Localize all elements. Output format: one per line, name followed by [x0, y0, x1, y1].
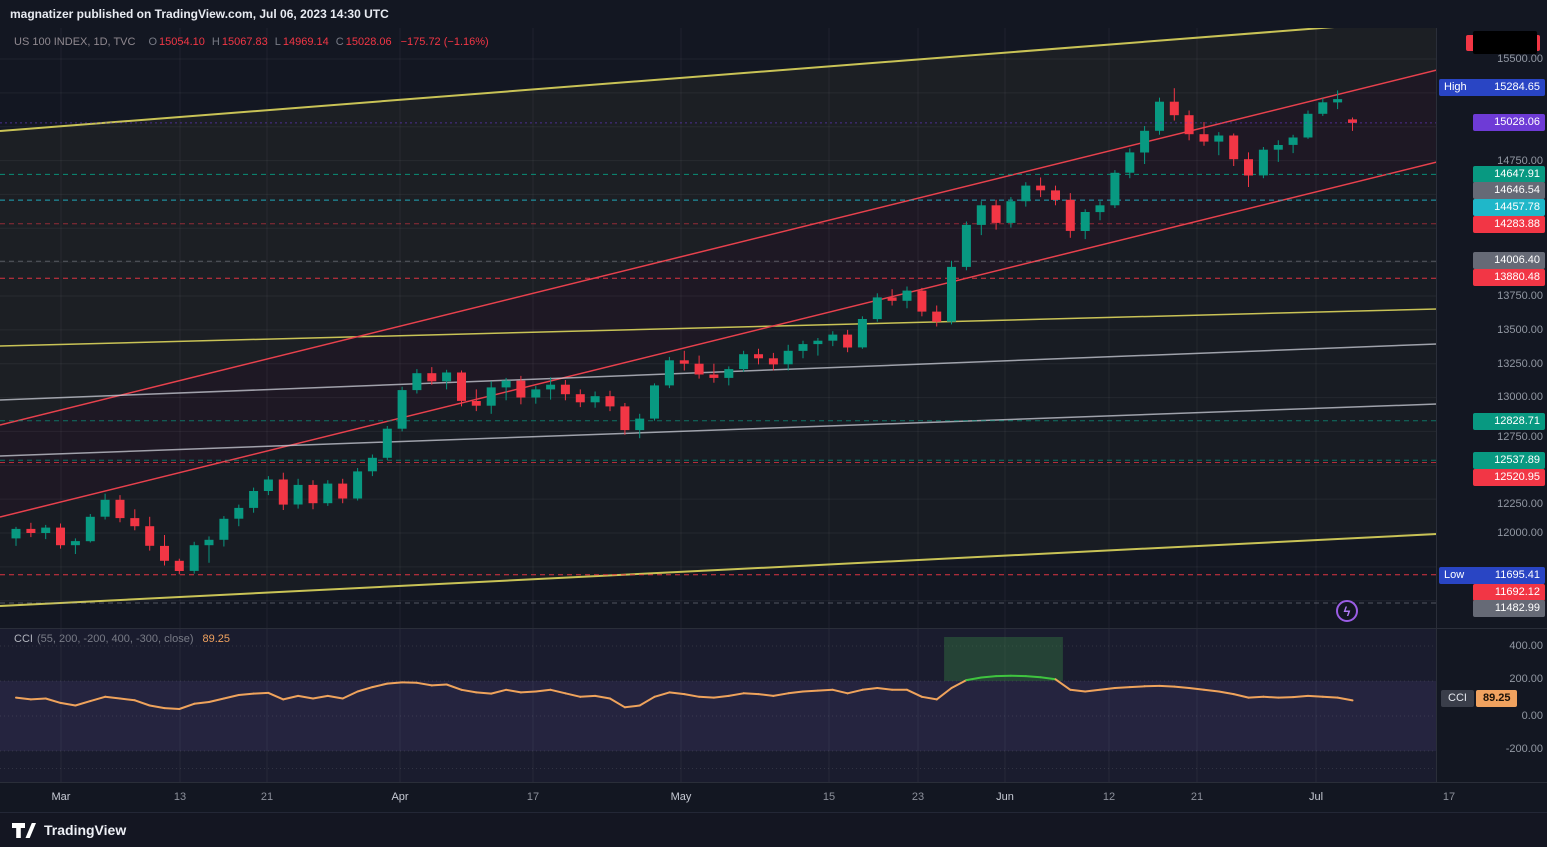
time-axis-label: 21	[260, 791, 274, 803]
cci-value-badges: CCI 89.25	[1441, 690, 1518, 707]
price-level-badge: 11692.12	[1473, 584, 1545, 601]
price-level-badge: 14647.91	[1473, 166, 1545, 183]
cci-value: 89.25	[202, 633, 231, 645]
price-gridline-label: 15500.00	[1497, 53, 1543, 65]
price-level-badge: 12828.71	[1473, 413, 1545, 430]
price-level-badge: 14457.78	[1473, 199, 1545, 216]
chart-legend: US 100 INDEX, 1D, TVC O 15054.10 H 15067.83 L…	[14, 36, 489, 48]
price-level-badge: 12520.95	[1473, 469, 1545, 486]
cci-axis-label: 200.00	[1509, 673, 1543, 685]
price-gridline-label: 12250.00	[1497, 498, 1543, 510]
price-axis[interactable]: 15500.00 High 15284.65 15028.06 14750.00 1464…	[1436, 28, 1547, 782]
cci-indicator-plot	[0, 629, 1437, 782]
low-price-badge: Low 11695.41	[1439, 567, 1545, 584]
time-axis-label: May	[670, 791, 692, 803]
price-level-badge: 14006.40	[1473, 252, 1545, 269]
price-level-badge: 11482.99	[1473, 600, 1545, 617]
tradingview-logo[interactable]: TradingView	[12, 822, 126, 838]
time-axis-label: Apr	[391, 791, 409, 803]
time-axis-label: 15	[822, 791, 836, 803]
time-axis-label: Mar	[51, 791, 71, 803]
time-axis-label: 23	[911, 791, 925, 803]
price-gridline-label: 13250.00	[1497, 358, 1543, 370]
price-level-badge: 14646.54	[1473, 182, 1545, 199]
high-value: 15067.83	[221, 36, 268, 48]
cci-title[interactable]: CCI	[14, 633, 33, 645]
low-value: 14969.14	[282, 36, 329, 48]
attribution-text: magnatizer published on TradingView.com,…	[10, 7, 389, 21]
tradingview-logo-icon	[12, 822, 36, 838]
close-value: 15028.06	[345, 36, 392, 48]
price-level-badge: 13880.48	[1473, 269, 1545, 286]
price-gridline-label: 14750.00	[1497, 155, 1543, 167]
price-gridline-label: 13000.00	[1497, 391, 1543, 403]
time-axis-label: Jun	[996, 791, 1014, 803]
cci-axis-label: -200.00	[1505, 743, 1543, 755]
cci-name-badge: CCI	[1441, 690, 1474, 707]
price-gridline-label: 13500.00	[1497, 324, 1543, 336]
close-label: C	[335, 36, 344, 48]
low-label: L	[274, 36, 281, 48]
cci-params: (55, 200, -200, 400, -300, close)	[36, 633, 194, 645]
lightning-bolt-button[interactable]: ϟ	[1336, 600, 1358, 622]
time-axis-label: Jul	[1308, 791, 1324, 803]
high-label: H	[211, 36, 220, 48]
footer-bar: TradingView	[0, 812, 1547, 847]
cci-value-badge: 89.25	[1475, 690, 1518, 707]
price-gridline-label: 12000.00	[1497, 527, 1543, 539]
time-axis-label: 17	[1442, 791, 1456, 803]
price-level-badge: 14283.88	[1473, 216, 1545, 233]
tradingview-logo-text: TradingView	[44, 822, 127, 838]
pane-separator[interactable]	[0, 628, 1547, 629]
symbol-title[interactable]: US 100 INDEX, 1D, TVC	[14, 36, 136, 48]
lightning-icon: ϟ	[1343, 603, 1351, 619]
open-label: O	[148, 36, 158, 48]
price-level-badge: 15028.06	[1473, 114, 1545, 131]
attribution-bar: magnatizer published on TradingView.com,…	[0, 0, 1547, 28]
time-axis-label: 13	[173, 791, 187, 803]
time-axis-label: 21	[1190, 791, 1204, 803]
cci-axis-label: 400.00	[1509, 640, 1543, 652]
candlestick-chart	[0, 28, 1437, 628]
high-price-badge: High 15284.65	[1439, 79, 1545, 96]
price-level-badge: 12537.89	[1473, 452, 1545, 469]
price-gridline-label: 12750.00	[1497, 431, 1543, 443]
cci-legend: CCI (55, 200, -200, 400, -300, close) 89.2…	[14, 633, 230, 645]
main-chart-pane[interactable]: US 100 INDEX, 1D, TVC O 15054.10 H 15067.83 L…	[0, 28, 1437, 628]
time-axis-label: 12	[1102, 791, 1116, 803]
cci-axis-label: 0.00	[1521, 710, 1543, 722]
time-axis[interactable]: Mar 13 21 Apr 17 May 15 23 Jun 12 21 Jul 17	[0, 782, 1547, 812]
cci-pane[interactable]: CCI (55, 200, -200, 400, -300, close) 89.2…	[0, 629, 1437, 782]
change-value: −175.72 (−1.16%)	[400, 36, 489, 48]
redacted-box	[1473, 31, 1537, 54]
open-value: 15054.10	[159, 36, 205, 48]
time-axis-label: 17	[526, 791, 540, 803]
price-gridline-label: 13750.00	[1497, 290, 1543, 302]
